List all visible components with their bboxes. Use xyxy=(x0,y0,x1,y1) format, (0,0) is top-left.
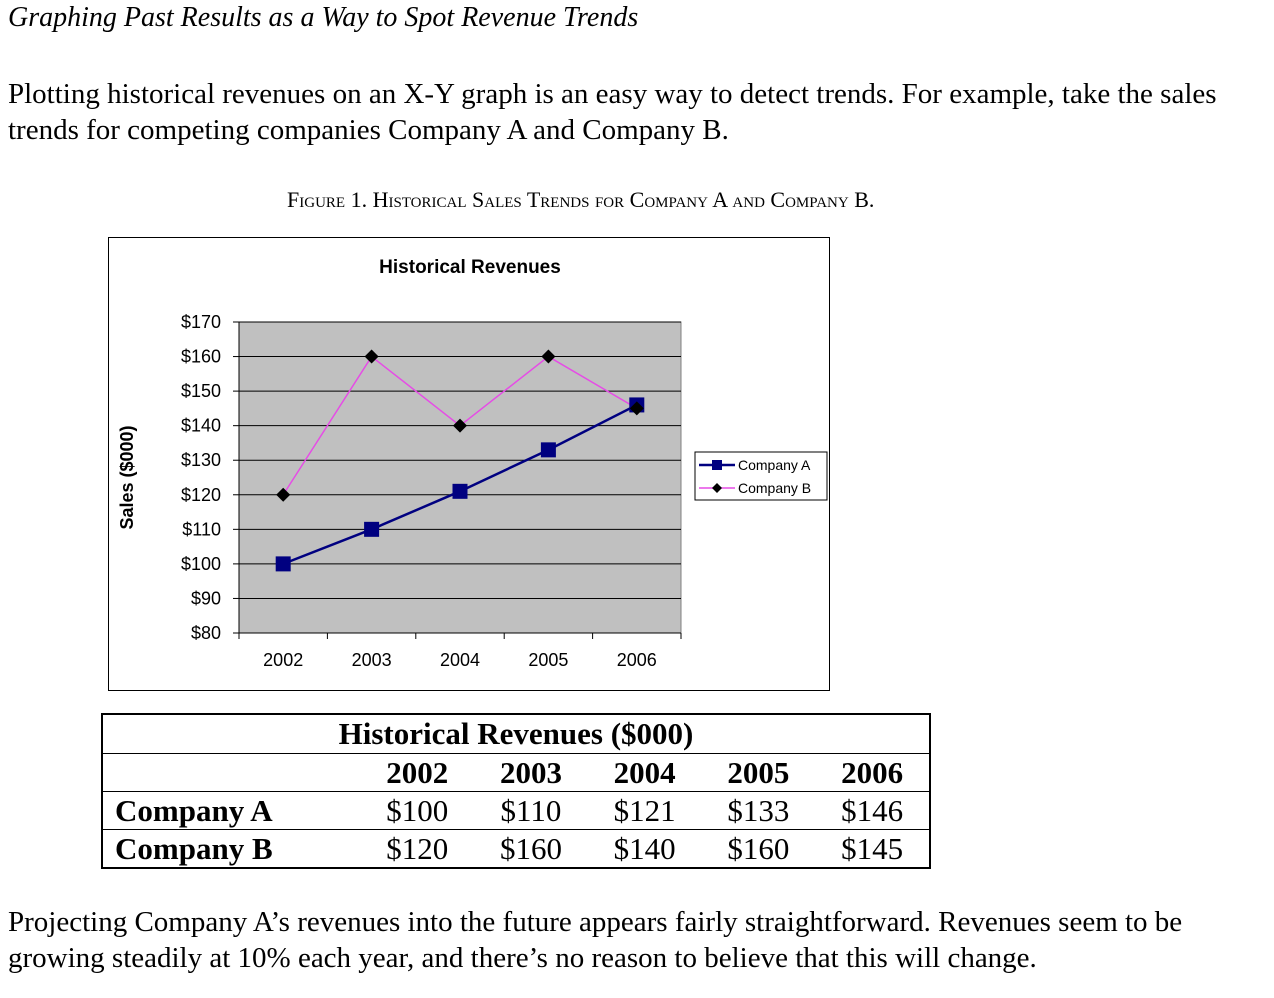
legend-label: Company A xyxy=(738,457,811,473)
table-row: Company A $100 $110 $121 $133 $146 xyxy=(102,791,930,830)
x-tick-label: 2004 xyxy=(440,650,480,670)
table-cell: $120 xyxy=(386,830,449,866)
y-tick-label: $160 xyxy=(181,347,221,367)
closing-paragraph: Projecting Company A’s revenues into the… xyxy=(8,906,1183,974)
y-tick-label: $90 xyxy=(191,588,221,608)
table-cell: $140 xyxy=(613,830,676,866)
section-heading: Graphing Past Results as a Way to Spot R… xyxy=(8,2,639,33)
table-cell: $160 xyxy=(727,830,790,866)
table-cell: $145 xyxy=(841,830,904,866)
chart-title: Historical Revenues xyxy=(379,257,561,278)
x-tick-label: 2006 xyxy=(617,650,657,670)
chart-container: Historical Revenues Sales ($000) $80 $90 $10… xyxy=(108,237,830,691)
y-tick-label: $110 xyxy=(182,519,221,539)
legend-diamond-marker xyxy=(712,483,722,493)
y-axis-label: Sales ($000) xyxy=(117,425,137,529)
line-chart: Historical Revenues Sales ($000) $80 $90 $10… xyxy=(117,257,828,670)
data-point-company-a xyxy=(452,483,468,499)
table-cell: $110 xyxy=(474,791,588,830)
y-tick-label: $80 xyxy=(191,623,221,643)
y-tick-label: $140 xyxy=(181,416,221,436)
figure-caption: Figure 1. Historical Sales Trends for Co… xyxy=(287,187,875,212)
data-point-company-b xyxy=(629,401,644,416)
year-header: 2006 xyxy=(815,753,930,792)
y-tick-label: $120 xyxy=(181,485,221,505)
year-header: 2003 xyxy=(474,753,588,792)
y-tick-label: $130 xyxy=(181,450,221,470)
x-tick-label: 2003 xyxy=(352,650,392,670)
legend-label: Company B xyxy=(738,480,811,496)
y-tick-label: $150 xyxy=(181,381,221,401)
header-empty-cell xyxy=(102,753,361,792)
data-point-company-a xyxy=(364,521,380,537)
year-header: 2002 xyxy=(360,753,475,792)
data-point-company-b xyxy=(364,349,379,364)
data-point-company-b xyxy=(453,418,467,433)
table-cell: $160 xyxy=(499,830,562,866)
revenue-table: Historical Revenues ($000) 2002 2003 200… xyxy=(101,713,931,869)
x-tick-label: 2002 xyxy=(263,650,303,670)
table-cell: $146 xyxy=(815,791,930,830)
row-label-company-a: Company A xyxy=(102,791,361,830)
data-point-company-a xyxy=(540,442,556,458)
plot-area xyxy=(238,321,682,634)
y-tick-label: $100 xyxy=(181,554,221,574)
legend-square-marker xyxy=(712,460,722,470)
table-header-row: 2002 2003 2004 2005 2006 xyxy=(102,753,930,792)
intro-paragraph: Plotting historical revenues on an X-Y g… xyxy=(8,78,1217,146)
row-label-company-b: Company B xyxy=(115,830,273,866)
table-cell: $121 xyxy=(587,791,702,830)
year-header: 2005 xyxy=(701,753,816,792)
data-point-company-b xyxy=(276,487,291,502)
x-tick-label: 2005 xyxy=(528,650,568,670)
table-cell: $100 xyxy=(360,791,475,830)
data-point-company-a xyxy=(275,556,291,572)
table-row: Company B $120 $160 $140 $160 $145 xyxy=(102,830,930,869)
data-point-company-b xyxy=(541,349,556,364)
table-title: Historical Revenues ($000) xyxy=(102,714,930,754)
table-cell: $133 xyxy=(701,791,816,830)
y-tick-label: $170 xyxy=(181,312,221,332)
year-header: 2004 xyxy=(587,753,702,792)
